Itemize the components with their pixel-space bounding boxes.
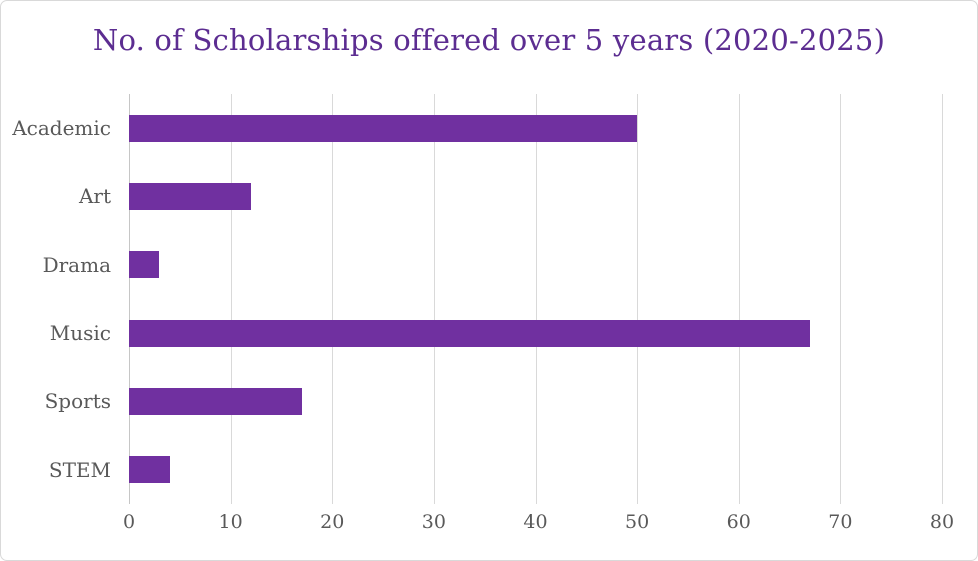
bar-stem	[129, 456, 170, 484]
x-axis: 0 10 20 30 40 50 60 70 80	[123, 511, 954, 537]
category-band	[129, 231, 942, 299]
x-tick-label: 10	[218, 511, 243, 533]
gridline	[332, 94, 334, 504]
x-tick-label: 30	[421, 511, 446, 533]
gridline	[942, 94, 943, 504]
gridline	[840, 94, 842, 504]
category-label: Art	[78, 184, 111, 209]
category-label: Drama	[42, 252, 111, 277]
x-tick-label: 70	[828, 511, 853, 533]
category-label: Music	[49, 321, 111, 346]
bar-academic	[129, 114, 638, 142]
x-tick-label: 40	[523, 511, 548, 533]
x-tick-label: 60	[726, 511, 751, 533]
category-band	[129, 162, 942, 230]
x-tick-label: 80	[929, 511, 955, 533]
gridline	[535, 94, 537, 504]
category-band	[129, 367, 942, 435]
category-label: Sports	[44, 389, 111, 414]
bar-art	[129, 182, 251, 210]
bar-music	[129, 319, 810, 347]
gridline	[433, 94, 435, 504]
gridline	[738, 94, 740, 504]
bar-sports	[129, 387, 302, 415]
x-tick-label: 20	[320, 511, 345, 533]
plot-area	[129, 94, 943, 504]
category-label: Academic	[12, 116, 111, 141]
category-band	[129, 299, 942, 367]
category-axis-labels: Academic Art Drama Music Sports STEM	[1, 94, 111, 504]
chart-title: No. of Scholarships offered over 5 years…	[92, 23, 886, 57]
gridline	[230, 94, 232, 504]
x-tick-label: 50	[625, 511, 650, 533]
category-band	[129, 436, 942, 504]
x-tick-label: 0	[122, 511, 136, 533]
gridline	[637, 94, 639, 504]
category-label: STEM	[48, 457, 111, 482]
category-band	[129, 94, 942, 162]
bar-drama	[129, 251, 160, 279]
value-axis-line	[129, 94, 130, 504]
